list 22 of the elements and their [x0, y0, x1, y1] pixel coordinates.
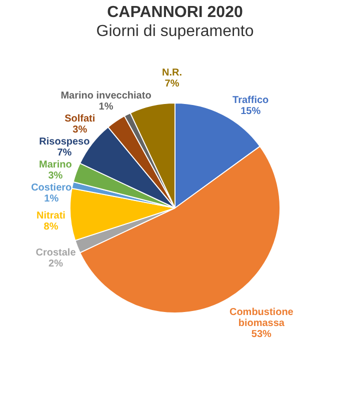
slice-label: Costiero [31, 182, 72, 194]
slice-label: Traffico [232, 95, 269, 106]
chart-subtitle: Giorni di superamento [96, 23, 254, 40]
slice-label: Risospeso [39, 136, 90, 148]
data-label: 2% [48, 258, 64, 270]
data-label: 3% [48, 170, 63, 182]
slice-label: Solfati [64, 114, 96, 125]
data-label: 7% [164, 78, 180, 90]
slice-label: Combustione biomassa [229, 307, 294, 330]
data-label: 53% [251, 329, 272, 340]
data-label: 1% [98, 102, 114, 113]
slice-label: Nitrati [36, 210, 66, 222]
data-label: 7% [57, 148, 72, 159]
slice-label: N.R. [162, 68, 182, 79]
data-label: 15% [240, 106, 261, 118]
slice-label: Marino [39, 160, 72, 171]
slice-label: Crostale [36, 248, 76, 259]
data-label: 8% [44, 222, 58, 233]
data-label: 1% [44, 194, 59, 205]
data-label: 3% [72, 124, 88, 136]
chart-title: CAPANNORI 2020 [107, 4, 243, 21]
slice-label: Marino invecchiato [60, 90, 152, 102]
